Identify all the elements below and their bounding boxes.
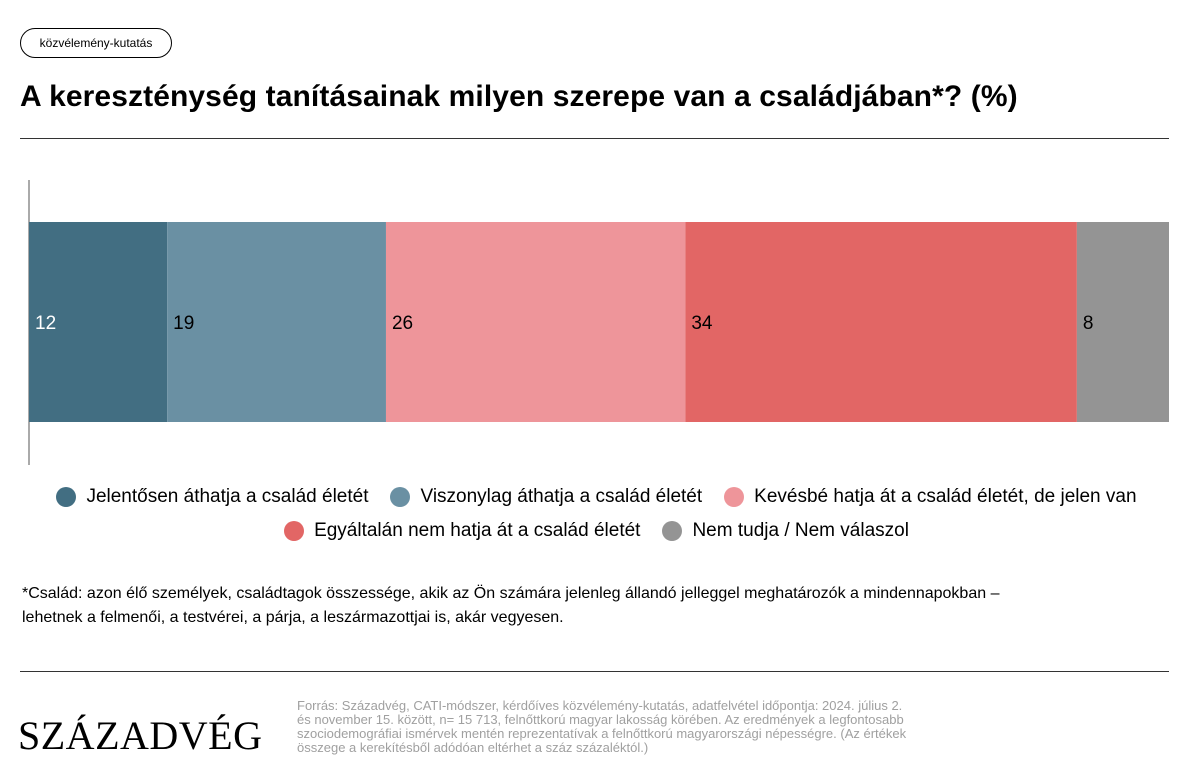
data-label-5: 8 bbox=[1083, 313, 1094, 334]
footnote: *Család: azon élő személyek, családtagok… bbox=[22, 582, 1102, 630]
category-tag[interactable]: közvélemény-kutatás bbox=[20, 28, 172, 58]
legend-label-2: Viszonylag áthatja a család életét bbox=[420, 486, 703, 507]
chart-title: A kereszténység tanításainak milyen szer… bbox=[20, 80, 1018, 113]
data-label-3: 26 bbox=[392, 313, 413, 334]
legend-label-5: Nem tudja / Nem válaszol bbox=[692, 520, 909, 541]
source-line-3: szociodemográfiai ismérvek mentén reprez… bbox=[297, 726, 907, 741]
bar-segment-5 bbox=[1076, 222, 1169, 422]
legend-swatch-4 bbox=[284, 521, 305, 541]
data-label-2: 19 bbox=[173, 313, 194, 334]
legend-item-5: Nem tudja / Nem válaszol bbox=[662, 520, 909, 542]
legend-swatch-3 bbox=[724, 487, 745, 507]
legend-label-1: Jelentősen áthatja a család életét bbox=[86, 486, 369, 507]
source-line-2: és november 15. között, n= 15 713, felnő… bbox=[297, 712, 904, 727]
legend-item-4: Egyáltalán nem hatja át a család életét bbox=[284, 520, 640, 542]
data-label-1: 12 bbox=[35, 313, 56, 334]
legend-item-1: Jelentősen áthatja a család életét bbox=[56, 486, 368, 508]
source-note: Forrás: Századvég, CATI-módszer, kérdőív… bbox=[297, 699, 987, 755]
source-line-4: összege a kerekítésből adódóan eltérhet … bbox=[297, 740, 649, 755]
legend-row-2: Egyáltalán nem hatja át a család életét N… bbox=[0, 520, 1193, 542]
legend-row-1: Jelentősen áthatja a család életét Viszon… bbox=[0, 486, 1193, 508]
legend-swatch-2 bbox=[390, 487, 411, 507]
legend-swatch-1 bbox=[56, 487, 77, 507]
szazadveg-logo[interactable]: SZÁZADVÉG bbox=[18, 713, 263, 758]
footnote-line-2: lehetnek a felmenői, a testvérei, a párj… bbox=[22, 609, 564, 626]
bar-segment-2 bbox=[167, 222, 386, 422]
data-label-4: 34 bbox=[691, 313, 713, 334]
legend-swatch-5 bbox=[662, 521, 683, 541]
stacked-bar-chart: 12 19 26 34 8 bbox=[28, 180, 1169, 465]
legend-label-4: Egyáltalán nem hatja át a család életét bbox=[314, 520, 641, 541]
bar-segment-4 bbox=[685, 222, 1077, 422]
legend-item-3: Kevésbé hatja át a család életét, de jel… bbox=[724, 486, 1137, 508]
legend-label-3: Kevésbé hatja át a család életét, de jel… bbox=[754, 486, 1137, 507]
bottom-divider bbox=[20, 671, 1169, 672]
legend-item-2: Viszonylag áthatja a család életét bbox=[390, 486, 702, 508]
bar-segment-3 bbox=[385, 222, 686, 422]
top-divider bbox=[20, 138, 1169, 139]
source-line-1: Forrás: Századvég, CATI-módszer, kérdőív… bbox=[297, 698, 903, 713]
footnote-line-1: *Család: azon élő személyek, családtagok… bbox=[22, 585, 1000, 602]
bar-segment-1 bbox=[29, 222, 168, 422]
